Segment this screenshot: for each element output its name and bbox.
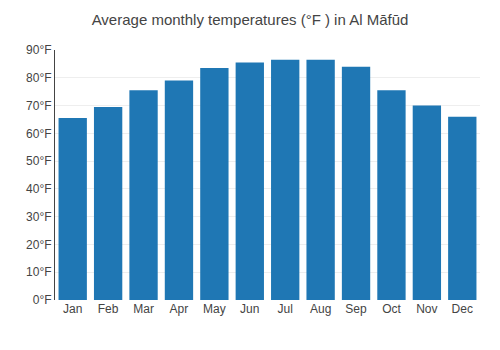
svg-text:10°F: 10°F — [26, 265, 51, 279]
svg-text:50°F: 50°F — [26, 154, 51, 168]
svg-text:May: May — [203, 302, 226, 316]
svg-text:0°F: 0°F — [33, 293, 52, 307]
svg-text:Mar: Mar — [133, 302, 154, 316]
svg-text:Jan: Jan — [63, 302, 82, 316]
svg-text:Sep: Sep — [345, 302, 367, 316]
svg-text:80°F: 80°F — [26, 71, 51, 85]
svg-text:Jun: Jun — [240, 302, 259, 316]
svg-text:Aug: Aug — [310, 302, 331, 316]
svg-text:30°F: 30°F — [26, 210, 51, 224]
svg-text:Average monthly temperatures (: Average monthly temperatures (°F ) in Al… — [92, 11, 409, 28]
svg-text:40°F: 40°F — [26, 182, 51, 196]
svg-text:Feb: Feb — [98, 302, 119, 316]
svg-text:90°F: 90°F — [26, 43, 51, 57]
svg-text:60°F: 60°F — [26, 127, 51, 141]
svg-text:Nov: Nov — [416, 302, 437, 316]
svg-text:70°F: 70°F — [26, 99, 51, 113]
svg-text:Apr: Apr — [170, 302, 189, 316]
svg-text:Jul: Jul — [278, 302, 293, 316]
svg-text:20°F: 20°F — [26, 238, 51, 252]
svg-text:Oct: Oct — [382, 302, 401, 316]
svg-text:Dec: Dec — [452, 302, 473, 316]
